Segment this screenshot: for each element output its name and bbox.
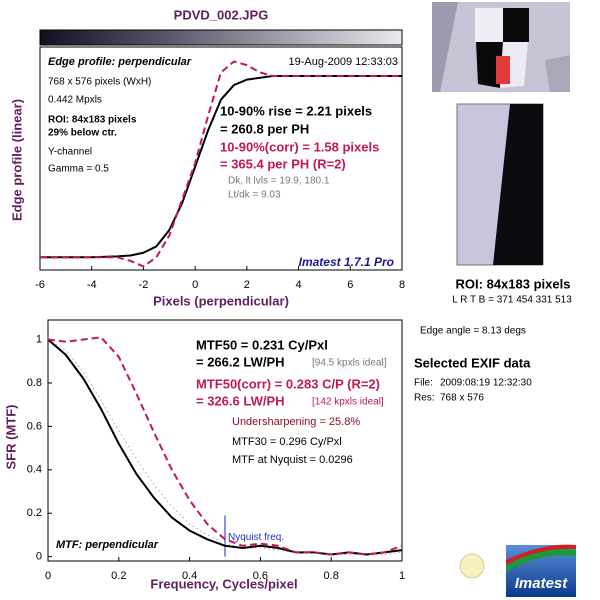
mtf30: MTF30 = 0.296 Cy/Pxl: [232, 436, 342, 448]
logo-sun: [459, 553, 485, 579]
x-tick-label: 4: [296, 279, 302, 291]
rise: = 260.8 per PH: [220, 121, 309, 136]
nyquist-label: Nyquist freq.: [228, 532, 284, 543]
y-tick-label: 0.6: [27, 420, 42, 432]
x-tick-label: 0.8: [324, 570, 339, 582]
rise-corr: = 365.4 per PH (R=2): [220, 156, 346, 171]
x-tick-label: 0.2: [111, 570, 126, 582]
mtf50-corr-ideal: [142 kpxls ideal]: [312, 397, 384, 408]
x-tick-label: -2: [139, 279, 149, 291]
y-tick-label: 0.2: [27, 507, 42, 519]
series-line: [47, 336, 403, 556]
roi-crop: [456, 103, 544, 266]
x-tick-label: -4: [87, 279, 97, 291]
chart-title: Edge profile: perpendicular: [48, 56, 192, 68]
y-axis-label: SFR (MTF): [3, 405, 18, 470]
levels: Lt/dk = 9.03: [228, 190, 281, 201]
rise: 10-90% rise = 2.21 pixels: [220, 103, 372, 118]
x-tick-label: 6: [347, 279, 353, 291]
version: Imatest 1.7.1 Pro: [299, 255, 394, 269]
x-tick-label: -6: [35, 279, 45, 291]
x-axis-label: Frequency, Cycles/pixel: [150, 576, 297, 591]
x-tick-label: 2: [244, 279, 250, 291]
mtf50: = 266.2 LW/PH: [196, 354, 285, 369]
y-tick-label: 0: [36, 551, 42, 563]
roi-label: ROI: 84x183 pixels: [456, 276, 571, 291]
info: 0.442 Mpxls: [48, 95, 102, 106]
rise-corr: 10-90%(corr) = 1.58 pixels: [220, 139, 379, 154]
exif-label: File:: [414, 378, 433, 389]
window-title: PDVD_002.JPG: [174, 7, 269, 22]
exif-value: 2009:08:19 12:32:30: [440, 378, 532, 389]
chart-title: MTF: perpendicular: [56, 539, 159, 551]
roi-lrtb: L R T B = 371 454 331 513: [452, 295, 572, 306]
info: ROI: 84x183 pixels: [48, 115, 137, 126]
x-tick-label: 0.6: [253, 570, 268, 582]
logo-text: Imatest: [515, 575, 569, 592]
y-tick-label: 1: [36, 333, 42, 345]
series-line: [40, 60, 402, 268]
exif-value: 768 x 576: [440, 393, 484, 404]
logo: Imatest: [506, 544, 576, 597]
mtf-nyquist: MTF at Nyquist = 0.0296: [232, 454, 353, 466]
date: 19-Aug-2009 12:33:03: [289, 56, 398, 68]
x-tick-label: 1: [399, 570, 405, 582]
x-tick-label: 0: [192, 279, 198, 291]
thumbnail: [432, 2, 570, 92]
y-tick-label: 0.4: [27, 464, 42, 476]
edge-angle: Edge angle = 8.13 degs: [420, 326, 526, 337]
mtf50-ideal: [94.5 kpxls ideal]: [312, 358, 387, 369]
x-tick-label: 8: [399, 279, 405, 291]
exif-label: Res:: [414, 393, 435, 404]
series-line: [47, 339, 403, 555]
mtf50-corr: = 326.6 LW/PH: [196, 393, 285, 408]
x-tick-label: 0.4: [182, 570, 197, 582]
mtf50-corr: MTF50(corr) = 0.283 C/P (R=2): [196, 376, 380, 391]
levels: Dk, lt lvls = 19.9, 180.1: [228, 176, 330, 187]
exif-title: Selected EXIF data: [414, 355, 531, 370]
info: 29% below ctr.: [48, 128, 117, 139]
undersharpening: Undersharpening = 25.8%: [232, 416, 360, 428]
x-tick-label: 0: [45, 570, 51, 582]
edge-gradient: [39, 29, 403, 46]
plot-frame: [39, 46, 403, 271]
info: 768 x 576 pixels (WxH): [48, 77, 151, 88]
x-axis-label: Pixels (perpendicular): [153, 293, 289, 308]
y-axis-label: Edge profile (linear): [9, 99, 24, 221]
info: Gamma = 0.5: [48, 164, 109, 175]
y-tick-label: 0.8: [27, 377, 42, 389]
info: Y-channel: [48, 147, 92, 158]
mtf50: MTF50 = 0.231 Cy/Pxl: [196, 337, 328, 352]
